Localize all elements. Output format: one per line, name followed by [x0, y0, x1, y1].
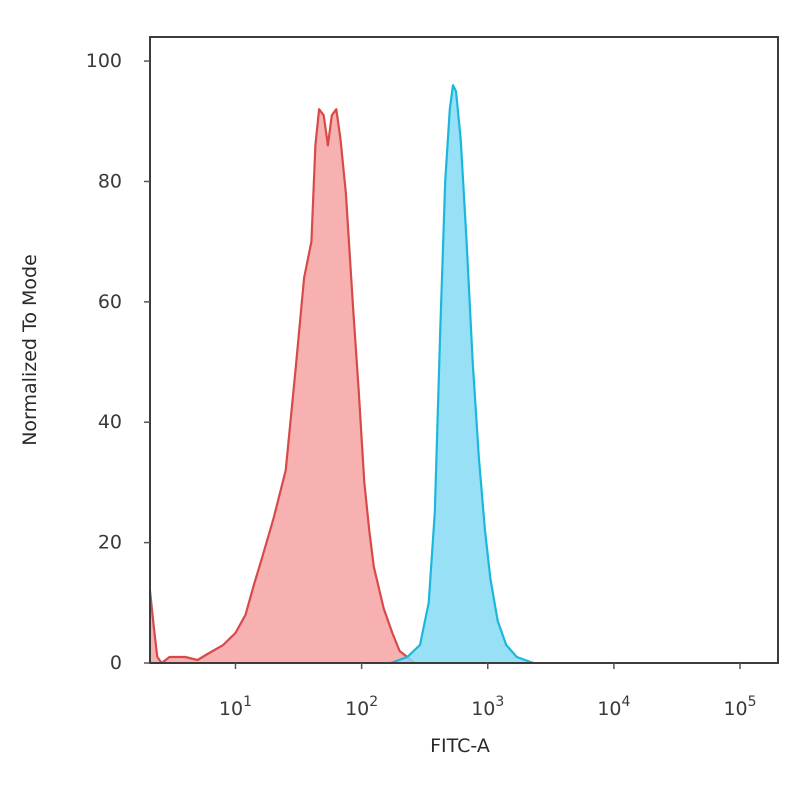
x-tick-label: 102: [345, 694, 378, 720]
y-axis: 0 20 40 60 80 100: [86, 50, 150, 674]
x-tick-label: 105: [723, 694, 756, 720]
series-0-area: [150, 109, 414, 663]
y-tick-label: 80: [98, 170, 122, 192]
y-tick-label: 100: [86, 50, 122, 72]
series-1-line: [390, 84, 534, 665]
series-1-area: [390, 85, 534, 663]
y-tick-label: 0: [110, 652, 122, 674]
series-layer: [148, 84, 534, 665]
x-axis: 101 102 103 104 105: [219, 663, 757, 720]
y-tick-label: 60: [98, 291, 122, 313]
x-tick-label: 103: [471, 694, 504, 720]
y-tick-label: 40: [98, 411, 122, 433]
series-0-line: [148, 108, 415, 665]
x-axis-title: FITC-A: [430, 735, 490, 757]
x-tick-label: 104: [597, 694, 630, 720]
y-axis-title: Normalized To Mode: [19, 254, 41, 446]
plot-frame: [149, 36, 779, 664]
x-tick-label: 101: [219, 694, 252, 720]
y-tick-label: 20: [98, 532, 122, 554]
